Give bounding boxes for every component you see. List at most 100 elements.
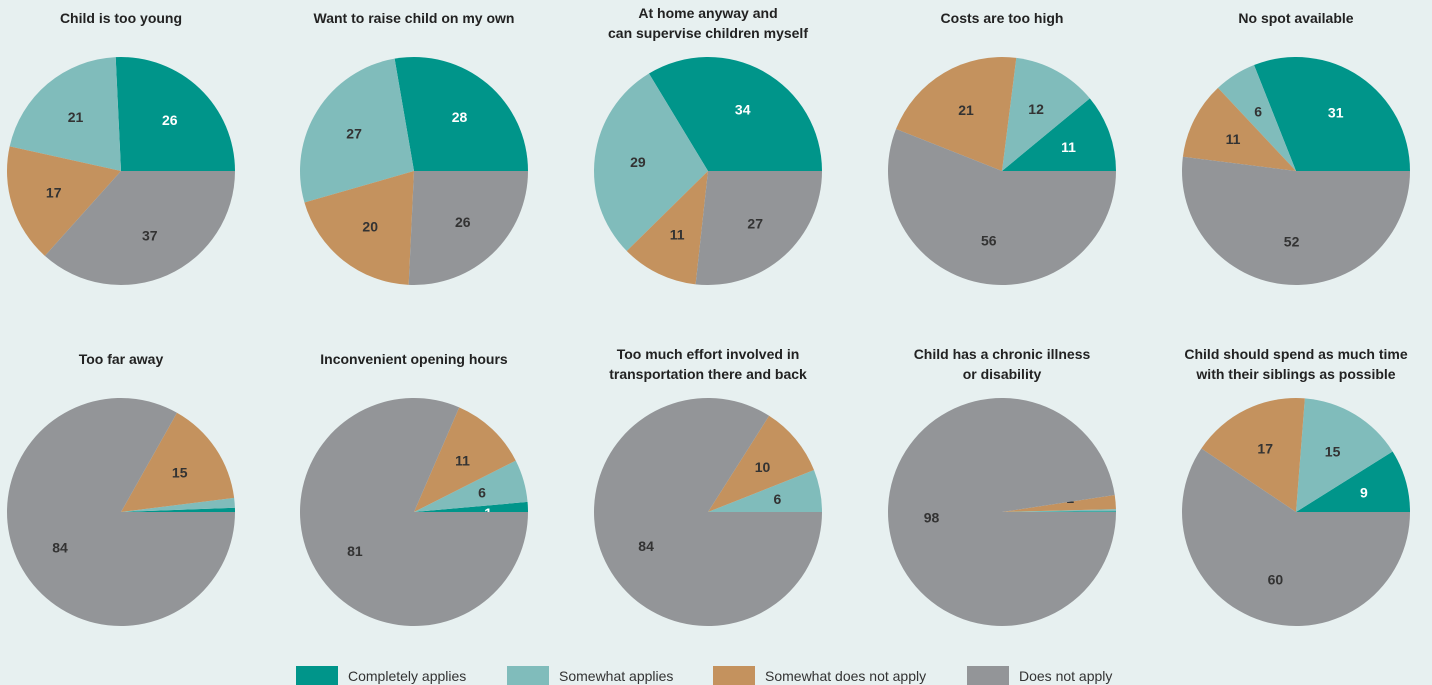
slice-label: 81 [347, 543, 363, 559]
slice-label: 6 [774, 491, 782, 507]
slice-label: 34 [735, 101, 751, 117]
chart-title: No spot available [1238, 10, 1353, 26]
pie-chart-9: Child has a chronic illness or disability… [888, 346, 1117, 626]
slice-label: 60 [1268, 572, 1284, 588]
slice-label: 52 [1284, 234, 1300, 250]
legend-swatch [296, 666, 338, 685]
pie-chart-4: Costs are too high 11 12 21 56 [888, 10, 1116, 286]
slice-label: 11 [670, 227, 685, 243]
pie-slice [708, 470, 822, 512]
slice-label: 28 [452, 109, 468, 125]
pie-slice [888, 129, 1116, 286]
legend: Completely applies Somewhat applies Somewh… [296, 666, 1112, 685]
pie-slice [1002, 57, 1090, 171]
slice-label: 12 [1028, 101, 1044, 117]
pie-slice [299, 397, 528, 626]
slice-label: 29 [630, 154, 646, 170]
chart-title: Inconvenient opening hours [320, 351, 508, 367]
slice-label: 9 [1360, 485, 1368, 501]
slice-label: 21 [958, 102, 974, 118]
pie-slice [9, 57, 121, 172]
pie-slice [1201, 397, 1305, 512]
pie-slice [1002, 509, 1116, 512]
pie-slice [408, 171, 528, 286]
slice-label: 26 [162, 112, 178, 128]
pie-slice [44, 171, 235, 286]
pie-slice [1296, 451, 1410, 512]
pie-slice [1182, 87, 1296, 171]
slice-label: 27 [346, 126, 362, 142]
pie-slice [1296, 398, 1393, 512]
pie-slice [304, 171, 414, 285]
chart-title: At home anyway and [638, 5, 777, 21]
pie-slice [594, 73, 708, 251]
pie-slice [626, 171, 708, 285]
pie-chart-1: Child is too young 26 21 17 37 [6, 10, 235, 286]
slice-label: 84 [52, 540, 68, 556]
slice-label: 11 [1226, 131, 1241, 147]
pie-slice [1002, 98, 1116, 171]
chart-title: Too much effort involved in [617, 346, 800, 362]
pie-chart-5: No spot available 31 6 11 52 [1182, 10, 1410, 286]
pie-slice [695, 171, 822, 286]
legend-item: Does not apply [967, 666, 1112, 685]
chart-title: Child is too young [60, 10, 182, 26]
slice-label: 84 [638, 538, 654, 554]
slice-label: 26 [455, 214, 471, 230]
pie-slice [888, 397, 1116, 626]
pie-slice [1217, 65, 1296, 171]
pie-slice [414, 460, 528, 512]
legend-label: Somewhat does not apply [765, 668, 926, 684]
chart-title: Want to raise child on my own [314, 10, 515, 26]
pie-slice [115, 56, 235, 171]
chart-title: Child should spend as much time [1184, 346, 1407, 362]
slice-label: 15 [172, 465, 188, 481]
pie-slice [6, 146, 121, 256]
pie-chart-8: Too much effort involved in transportatio… [594, 346, 822, 627]
chart-title: can supervise children myself [608, 25, 808, 41]
legend-label: Completely applies [348, 668, 466, 684]
pie-slice [414, 501, 528, 512]
pie-slice [414, 407, 516, 512]
chart-title: or disability [963, 366, 1042, 382]
legend-item: Somewhat applies [507, 666, 673, 685]
slice-label: 6 [1254, 103, 1262, 119]
pie-slice [1182, 156, 1410, 286]
pie-slice [648, 57, 822, 171]
legend-item: Completely applies [296, 666, 466, 685]
chart-title: Costs are too high [941, 10, 1064, 26]
slice-label: 31 [1328, 105, 1344, 121]
slice-label: 20 [362, 219, 378, 235]
slice-label: 17 [46, 185, 62, 201]
slice-label: 37 [142, 228, 158, 244]
slice-label: 27 [747, 216, 763, 232]
pie-chart-10: Child should spend as much time with thei… [1182, 346, 1410, 627]
legend-label: Somewhat applies [559, 668, 673, 684]
pie-chart-2: Want to raise child on my own 28 27 20 26 [300, 10, 528, 286]
pie-chart-3: At home anyway and can supervise children… [594, 5, 822, 286]
pie-slice [394, 56, 528, 172]
pie-slice [121, 412, 235, 512]
chart-title: with their siblings as possible [1195, 366, 1395, 382]
legend-swatch [713, 666, 755, 685]
legend-swatch [967, 666, 1009, 685]
slice-label: 11 [455, 453, 470, 469]
pie-slice [1254, 57, 1410, 171]
pie-chart-6: Too far away21584 [7, 351, 236, 627]
pie-slice [708, 415, 814, 512]
chart-title: Too far away [79, 351, 164, 367]
slice-label: 15 [1325, 444, 1341, 460]
pie-chart-7: Inconvenient opening hours161181 [299, 351, 528, 626]
pie-slice [7, 398, 236, 627]
pie-slice [1002, 494, 1116, 512]
pie-slice [121, 507, 235, 512]
pie-slice [1002, 511, 1117, 512]
slice-label: 21 [68, 109, 84, 125]
slice-label: 10 [755, 459, 771, 475]
legend-swatch [507, 666, 549, 685]
slice-label: 11 [1061, 139, 1076, 155]
chart-title: transportation there and back [609, 366, 807, 382]
pie-slice [1182, 448, 1410, 627]
pie-slice [594, 398, 822, 627]
